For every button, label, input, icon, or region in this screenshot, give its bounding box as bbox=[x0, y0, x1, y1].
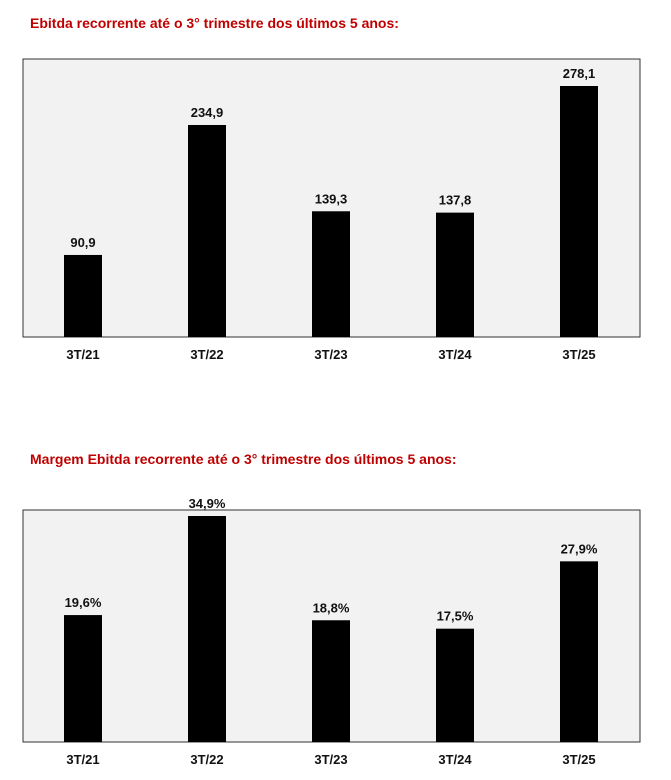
ebitda-value-label: 137,8 bbox=[439, 193, 472, 208]
ebitda-bar-3t-25 bbox=[560, 86, 598, 337]
ebitda-value-label: 139,3 bbox=[315, 191, 348, 206]
margem-value-label: 27,9% bbox=[561, 541, 598, 556]
margem-x-tick-label: 3T/21 bbox=[66, 752, 99, 767]
chart-title-margem-ebitda: Margem Ebitda recorrente até o 3° trimes… bbox=[30, 451, 457, 467]
margem-ebitda-bar-chart: 19,6% 3T/21 34,9% 3T/22 18,8% 3T/23 17,5% 3T/24… bbox=[22, 496, 641, 767]
margem-bar-3t-21 bbox=[64, 615, 102, 742]
chart-title-ebitda: Ebitda recorrente até o 3° trimestre dos… bbox=[30, 15, 399, 31]
margem-bar-3t-25 bbox=[560, 561, 598, 742]
margem-bar-3t-24 bbox=[436, 628, 474, 742]
ebitda-bar-3t-23 bbox=[312, 211, 350, 337]
margem-x-tick-label: 3T/25 bbox=[562, 752, 595, 767]
ebitda-bar-3t-24 bbox=[436, 212, 474, 337]
margem-bar-3t-22 bbox=[188, 516, 226, 742]
margem-value-label: 19,6% bbox=[65, 595, 102, 610]
margem-x-tick-label: 3T/23 bbox=[314, 752, 347, 767]
ebitda-x-tick-label: 3T/25 bbox=[562, 347, 595, 362]
margem-x-tick-label: 3T/24 bbox=[438, 752, 472, 767]
margem-value-label: 17,5% bbox=[437, 609, 474, 624]
ebitda-bar-chart: 90,9 3T/21 234,9 3T/22 139,3 3T/23 137,8 3T/24 2… bbox=[22, 58, 641, 362]
margem-bar-3t-23 bbox=[312, 620, 350, 742]
ebitda-bar-3t-22 bbox=[188, 124, 226, 337]
margem-x-tick-label: 3T/22 bbox=[190, 752, 223, 767]
ebitda-value-label: 278,1 bbox=[563, 66, 596, 81]
margem-value-label: 18,8% bbox=[313, 600, 350, 615]
ebitda-bar-3t-21 bbox=[64, 254, 102, 337]
ebitda-value-label: 90,9 bbox=[70, 235, 95, 250]
ebitda-x-tick-label: 3T/21 bbox=[66, 347, 99, 362]
ebitda-value-label: 234,9 bbox=[191, 105, 224, 120]
margem-value-label: 34,9% bbox=[189, 496, 226, 511]
ebitda-x-tick-label: 3T/22 bbox=[190, 347, 223, 362]
ebitda-x-tick-label: 3T/24 bbox=[438, 347, 472, 362]
ebitda-x-tick-label: 3T/23 bbox=[314, 347, 347, 362]
